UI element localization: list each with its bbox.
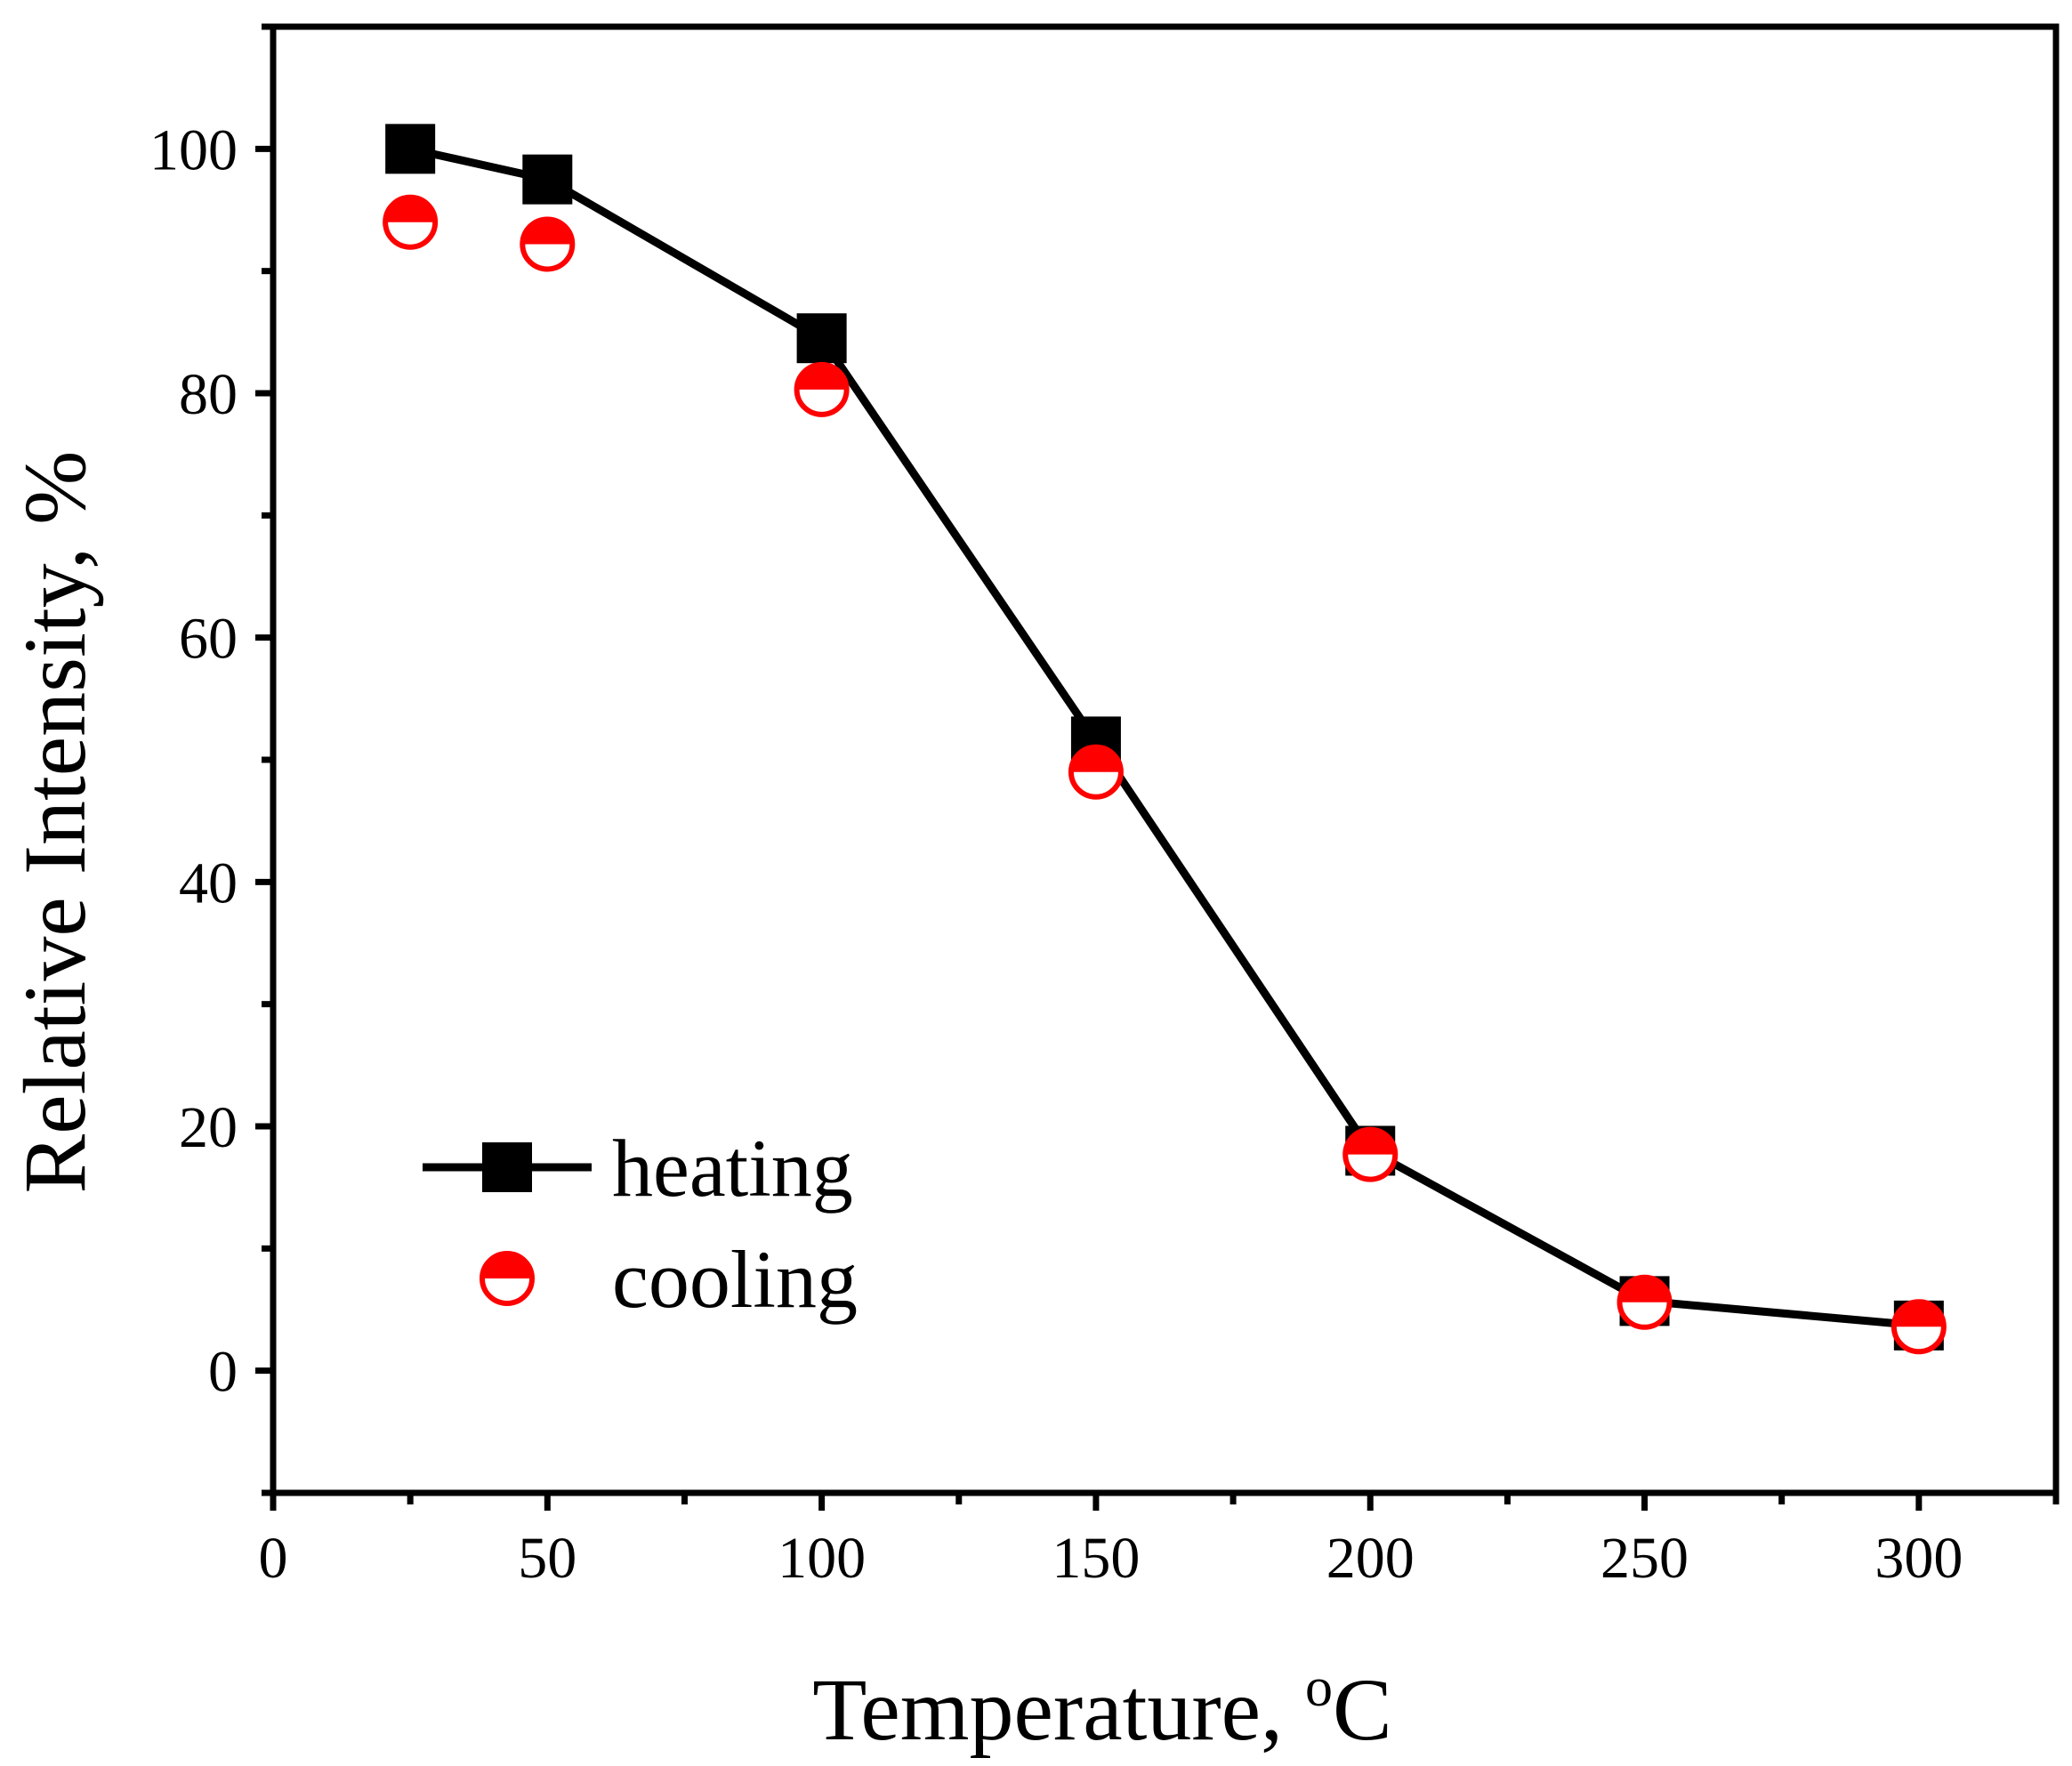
x-tick-label: 100 xyxy=(778,1526,866,1591)
legend-label: heating xyxy=(612,1123,853,1214)
series-cooling xyxy=(383,194,1947,1355)
y-tick-label: 100 xyxy=(149,117,238,182)
legend-marker-circle xyxy=(480,1251,535,1306)
cooling-point xyxy=(1616,1274,1673,1330)
x-tick-label: 200 xyxy=(1326,1526,1415,1591)
x-axis-title-superscript: o xyxy=(1305,1657,1333,1718)
cooling-point xyxy=(520,216,576,272)
x-tick-label: 250 xyxy=(1600,1526,1689,1591)
series-layer xyxy=(383,124,1947,1355)
ticks-layer: 0 50 100 150 200 250 300 0 20 40 60 80 100 xyxy=(149,23,2060,1591)
heating-point xyxy=(796,313,847,364)
legend-label: cooling xyxy=(612,1234,858,1325)
cooling-marker-fill xyxy=(482,1254,532,1278)
y-tick-label: 0 xyxy=(208,1340,238,1405)
legend: heating cooling xyxy=(423,1123,858,1325)
y-tick-label: 60 xyxy=(179,607,238,672)
x-tick-label: 50 xyxy=(518,1526,576,1591)
cooling-point xyxy=(1891,1299,1947,1355)
x-tick-label: 0 xyxy=(259,1526,288,1591)
cooling-marker-fill xyxy=(796,364,847,390)
heating-point xyxy=(385,124,436,174)
y-tick-label: 20 xyxy=(179,1095,238,1160)
x-axis-title-unit: C xyxy=(1333,1660,1392,1759)
y-tick-label: 40 xyxy=(179,851,238,915)
x-tick-label: 150 xyxy=(1052,1526,1140,1591)
x-axis-title: Temperature, oC xyxy=(812,1657,1392,1759)
y-axis-title: Relative Intensity, % xyxy=(5,451,104,1194)
cooling-marker-fill xyxy=(1070,746,1121,772)
cooling-marker-fill xyxy=(1893,1302,1944,1327)
x-axis-title-text: Temperature, xyxy=(812,1660,1305,1759)
cooling-point xyxy=(1342,1126,1399,1182)
cooling-point xyxy=(794,361,850,417)
y-tick-label: 80 xyxy=(179,362,238,427)
x-tick-label: 300 xyxy=(1874,1526,1963,1591)
cooling-point xyxy=(1068,744,1124,800)
cooling-marker-fill xyxy=(1345,1129,1396,1155)
legend-item-heating: heating xyxy=(423,1123,853,1214)
cooling-marker-fill xyxy=(1619,1277,1670,1302)
plot-frame xyxy=(270,23,2060,1496)
legend-item-cooling: cooling xyxy=(480,1234,858,1325)
legend-marker-square xyxy=(482,1142,532,1192)
cooling-marker-fill xyxy=(385,197,436,222)
cooling-marker-fill xyxy=(522,219,573,245)
cooling-point xyxy=(383,194,439,250)
heating-point xyxy=(522,154,573,205)
